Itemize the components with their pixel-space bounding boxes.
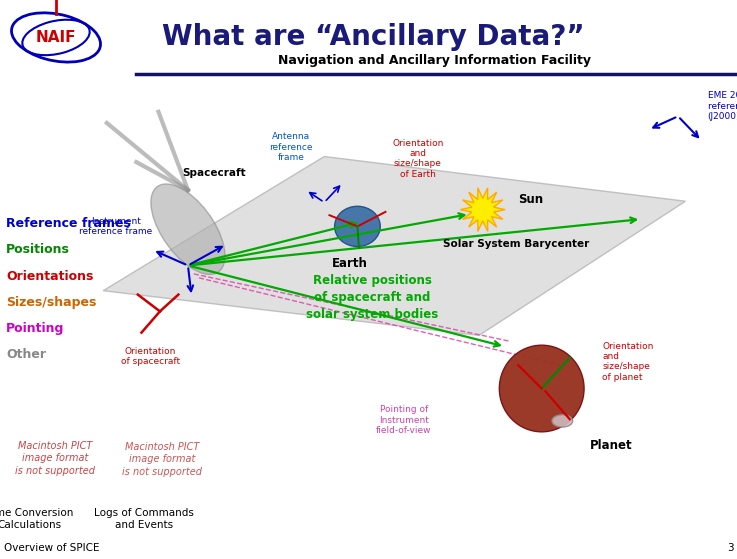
Text: Other: Other [6,348,46,362]
Text: Pointing: Pointing [6,322,64,335]
Ellipse shape [552,415,573,427]
Text: NAIF: NAIF [36,30,76,45]
Text: Navigation and Ancillary Information Facility: Navigation and Ancillary Information Fac… [279,54,591,67]
Text: Solar System Barycenter: Solar System Barycenter [443,239,589,249]
Text: Spacecraft: Spacecraft [182,168,245,178]
Text: Orientation
of spacecraft: Orientation of spacecraft [121,347,180,366]
Text: 3: 3 [727,543,733,553]
Text: Sizes/shapes: Sizes/shapes [6,296,97,309]
Text: Logs of Commands
and Events: Logs of Commands and Events [94,508,194,529]
Text: Positions: Positions [6,243,70,257]
Text: Macintosh PICT
image format
is not supported: Macintosh PICT image format is not suppo… [15,441,95,476]
Text: Sun: Sun [518,193,543,206]
Polygon shape [461,188,505,231]
Text: Earth: Earth [332,257,368,270]
Text: Instrument
reference frame: Instrument reference frame [79,217,153,236]
Ellipse shape [151,184,225,274]
Text: Pointing of
Instrument
field-of-view: Pointing of Instrument field-of-view [376,405,432,435]
Polygon shape [103,157,685,335]
Ellipse shape [499,345,584,432]
Text: Orientations: Orientations [6,269,94,283]
Text: Antenna
reference
frame: Antenna reference frame [269,132,313,162]
Text: Orientation
and
size/shape
of Earth: Orientation and size/shape of Earth [392,139,444,179]
Ellipse shape [335,206,380,247]
Text: Overview of SPICE: Overview of SPICE [4,543,99,553]
Text: Orientation
and
size/shape
of planet: Orientation and size/shape of planet [602,342,654,382]
Text: What are “Ancillary Data?”: What are “Ancillary Data?” [162,23,584,51]
Text: Planet: Planet [590,439,632,452]
Text: Macintosh PICT
image format
is not supported: Macintosh PICT image format is not suppo… [122,442,202,477]
Text: Time Conversion
Calculations: Time Conversion Calculations [0,508,73,529]
Text: Reference frames: Reference frames [6,217,130,230]
Text: EME 2000
reference frame
(J2000): EME 2000 reference frame (J2000) [708,91,737,121]
Text: Relative positions
of spacecraft and
solar system bodies: Relative positions of spacecraft and sol… [306,274,439,321]
